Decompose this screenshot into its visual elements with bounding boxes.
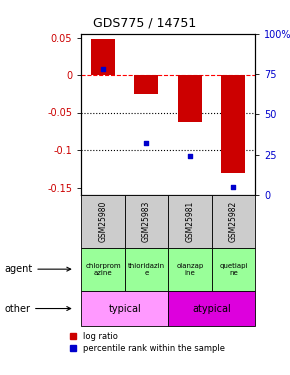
Text: typical: typical — [108, 303, 141, 313]
Point — [231, 184, 236, 190]
Bar — [125, 248, 168, 291]
Bar — [125, 195, 168, 248]
Bar — [168, 195, 212, 248]
Text: olanzap
ine: olanzap ine — [176, 262, 204, 276]
Bar — [91, 39, 115, 75]
Text: GSM25982: GSM25982 — [229, 201, 238, 242]
Bar — [81, 291, 168, 326]
Point — [188, 153, 192, 159]
Bar — [135, 75, 158, 94]
Text: other: other — [4, 303, 71, 313]
Text: quetiapi
ne: quetiapi ne — [219, 262, 248, 276]
Bar — [222, 75, 245, 172]
Bar — [168, 291, 255, 326]
Point — [144, 140, 149, 146]
Bar — [168, 248, 212, 291]
Text: atypical: atypical — [192, 303, 231, 313]
Text: chlorprom
azine: chlorprom azine — [85, 262, 121, 276]
Bar — [81, 195, 125, 248]
Bar — [81, 248, 125, 291]
Text: agent: agent — [4, 264, 71, 274]
Text: GDS775 / 14751: GDS775 / 14751 — [93, 17, 197, 30]
Point — [101, 66, 105, 72]
Bar — [178, 75, 202, 122]
Legend: log ratio, percentile rank within the sample: log ratio, percentile rank within the sa… — [68, 330, 226, 354]
Text: GSM25983: GSM25983 — [142, 201, 151, 242]
Text: GSM25980: GSM25980 — [98, 201, 108, 242]
Bar — [212, 195, 255, 248]
Bar — [212, 248, 255, 291]
Text: GSM25981: GSM25981 — [185, 201, 195, 242]
Text: thioridazin
e: thioridazin e — [128, 262, 165, 276]
